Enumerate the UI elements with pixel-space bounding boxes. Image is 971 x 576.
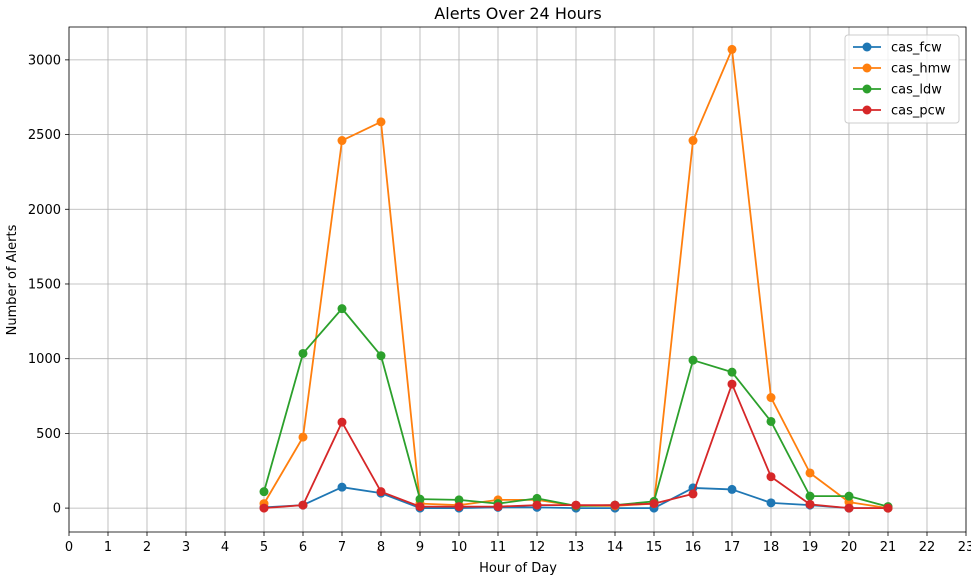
data-point-cas_pcw — [337, 417, 347, 427]
data-point-cas_fcw — [337, 482, 347, 492]
series-layer — [259, 44, 893, 513]
data-point-cas_pcw — [766, 472, 776, 482]
data-point-cas_pcw — [649, 499, 659, 509]
legend: cas_fcw cas_hmw cas_ldw cas_pcw — [844, 34, 960, 124]
data-point-cas_ldw — [532, 493, 542, 503]
data-point-cas_pcw — [298, 500, 308, 510]
data-point-cas_pcw — [415, 502, 425, 512]
x-tick-label: 17 — [724, 540, 741, 555]
x-tick-label: 19 — [802, 540, 819, 555]
legend-marker-cas_pcw — [862, 105, 872, 115]
axes-frame — [68, 26, 967, 533]
x-tick-label: 11 — [490, 540, 507, 555]
legend-frame — [844, 34, 960, 124]
data-point-cas_ldw — [376, 351, 386, 361]
x-tick-label: 3 — [182, 540, 190, 555]
x-tick-label: 1 — [104, 540, 112, 555]
grid — [68, 27, 967, 532]
x-tick-label: 7 — [338, 540, 346, 555]
x-tick-label: 10 — [451, 540, 468, 555]
x-tick-label: 16 — [685, 540, 702, 555]
x-tick-label: 23 — [958, 540, 971, 555]
legend-marker-cas_fcw — [862, 42, 872, 52]
legend-marker-cas_hmw — [862, 63, 872, 73]
data-point-cas_hmw — [805, 468, 815, 478]
data-point-cas_ldw — [844, 491, 854, 501]
x-tick-label: 22 — [919, 540, 936, 555]
legend-label-cas_pcw: cas_pcw — [891, 104, 946, 119]
data-point-cas_pcw — [571, 500, 581, 510]
x-tick-label: 8 — [377, 540, 385, 555]
data-point-cas_pcw — [805, 499, 815, 509]
chart-title: Alerts Over 24 Hours — [434, 4, 601, 23]
x-tick-label: 9 — [416, 540, 424, 555]
x-tick-label: 4 — [221, 540, 229, 555]
x-tick-label: 14 — [607, 540, 624, 555]
x-tick-label: 18 — [763, 540, 780, 555]
legend-label-cas_hmw: cas_hmw — [891, 62, 951, 77]
data-point-cas_hmw — [337, 136, 347, 146]
y-tick-label: 3000 — [28, 53, 61, 68]
y-tick-label: 2000 — [28, 203, 61, 218]
series-cas_pcw — [259, 379, 893, 513]
legend-marker-cas_ldw — [862, 84, 872, 94]
x-tick-label: 15 — [646, 540, 663, 555]
y-tick-label: 1000 — [28, 352, 61, 367]
data-point-cas_pcw — [844, 503, 854, 513]
data-point-cas_hmw — [298, 432, 308, 442]
legend-label-cas_ldw: cas_ldw — [891, 83, 942, 98]
data-point-cas_pcw — [376, 487, 386, 497]
data-point-cas_pcw — [688, 489, 698, 499]
data-point-cas_pcw — [883, 503, 893, 513]
data-point-cas_pcw — [493, 502, 503, 512]
data-point-cas_pcw — [259, 503, 269, 513]
data-point-cas_hmw — [727, 44, 737, 54]
y-tick-label: 0 — [53, 502, 61, 517]
x-tick-label: 12 — [529, 540, 546, 555]
data-point-cas_hmw — [688, 136, 698, 146]
data-point-cas_hmw — [376, 117, 386, 127]
data-point-cas_pcw — [532, 500, 542, 510]
data-point-cas_ldw — [727, 367, 737, 377]
data-point-cas_fcw — [727, 484, 737, 494]
data-point-cas_ldw — [337, 304, 347, 314]
data-point-cas_ldw — [298, 348, 308, 358]
x-tick-label: 13 — [568, 540, 585, 555]
data-point-cas_hmw — [766, 393, 776, 403]
x-tick-label: 21 — [880, 540, 897, 555]
x-tick-label: 5 — [260, 540, 268, 555]
y-tick-label: 500 — [36, 427, 61, 442]
data-point-cas_ldw — [688, 355, 698, 365]
data-point-cas_ldw — [415, 494, 425, 504]
x-tick-label: 20 — [841, 540, 858, 555]
data-point-cas_ldw — [805, 491, 815, 501]
y-tick-label: 2500 — [28, 128, 61, 143]
data-point-cas_pcw — [727, 379, 737, 389]
data-point-cas_pcw — [610, 500, 620, 510]
x-tick-label: 2 — [143, 540, 151, 555]
data-point-cas_ldw — [454, 495, 464, 505]
legend-label-cas_fcw: cas_fcw — [891, 41, 942, 56]
x-tick-label: 6 — [299, 540, 307, 555]
y-axis-label: Number of Alerts — [5, 224, 20, 335]
data-point-cas_ldw — [766, 416, 776, 426]
data-point-cas_ldw — [259, 487, 269, 497]
data-point-cas_fcw — [766, 498, 776, 508]
y-tick-label: 1500 — [28, 277, 61, 292]
x-axis-label: Hour of Day — [479, 561, 557, 576]
x-tick-label: 0 — [65, 540, 73, 555]
ticks: 0 1 2 3 4 5 6 7 8 9 10 11 12 13 14 15 16 17 18 19 20 21 22 2305… — [28, 53, 971, 555]
data-point-cas_pcw — [454, 502, 464, 512]
